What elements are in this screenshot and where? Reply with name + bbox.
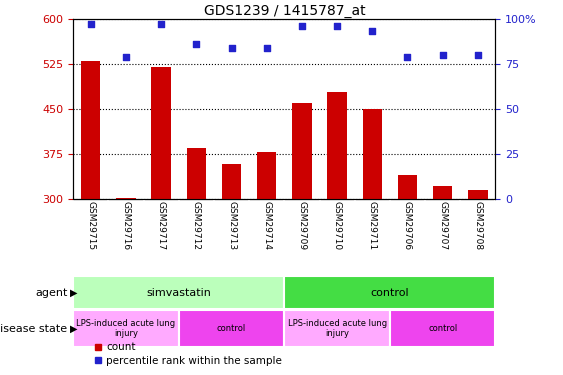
Text: ▶: ▶ — [70, 288, 78, 298]
Bar — [390, 310, 495, 347]
Point — [157, 21, 166, 27]
Bar — [73, 276, 284, 309]
Bar — [179, 310, 284, 347]
Title: GDS1239 / 1415787_at: GDS1239 / 1415787_at — [203, 4, 365, 18]
Bar — [328, 92, 347, 199]
Text: GSM29716: GSM29716 — [122, 201, 131, 250]
Text: GSM29708: GSM29708 — [473, 201, 482, 250]
Bar — [151, 67, 171, 199]
Bar — [468, 190, 488, 199]
Bar — [433, 186, 452, 199]
Bar — [187, 148, 206, 199]
Text: GSM29709: GSM29709 — [297, 201, 306, 250]
Text: LPS-induced acute lung
injury: LPS-induced acute lung injury — [77, 319, 176, 338]
Text: simvastatin: simvastatin — [146, 288, 211, 298]
Bar — [257, 152, 276, 199]
Text: control: control — [428, 324, 457, 333]
Point — [473, 52, 482, 58]
Point — [297, 23, 306, 29]
Text: GSM29714: GSM29714 — [262, 201, 271, 250]
Point — [192, 41, 201, 47]
Bar — [284, 276, 495, 309]
Text: agent: agent — [35, 288, 68, 298]
Text: control: control — [370, 288, 409, 298]
Point — [333, 23, 342, 29]
Text: GSM29717: GSM29717 — [157, 201, 166, 250]
Text: GSM29715: GSM29715 — [86, 201, 95, 250]
Text: disease state: disease state — [0, 324, 68, 333]
Text: GSM29711: GSM29711 — [368, 201, 377, 250]
Point — [438, 52, 447, 58]
Text: GSM29712: GSM29712 — [192, 201, 201, 250]
Point — [368, 28, 377, 34]
Bar — [222, 164, 241, 199]
Point — [227, 45, 236, 51]
Bar — [81, 61, 100, 199]
Point — [403, 54, 412, 60]
Text: GSM29706: GSM29706 — [403, 201, 412, 250]
Bar — [292, 103, 311, 199]
Bar — [363, 109, 382, 199]
Text: GSM29707: GSM29707 — [438, 201, 447, 250]
Point — [86, 21, 95, 27]
Bar — [398, 175, 417, 199]
Point — [122, 54, 131, 60]
Text: control: control — [217, 324, 246, 333]
Bar — [73, 310, 179, 347]
Bar — [284, 310, 390, 347]
Legend: count, percentile rank within the sample: count, percentile rank within the sample — [90, 338, 287, 370]
Text: GSM29710: GSM29710 — [333, 201, 342, 250]
Text: LPS-induced acute lung
injury: LPS-induced acute lung injury — [288, 319, 387, 338]
Bar — [117, 198, 136, 199]
Point — [262, 45, 271, 51]
Text: ▶: ▶ — [70, 324, 78, 333]
Text: GSM29713: GSM29713 — [227, 201, 236, 250]
